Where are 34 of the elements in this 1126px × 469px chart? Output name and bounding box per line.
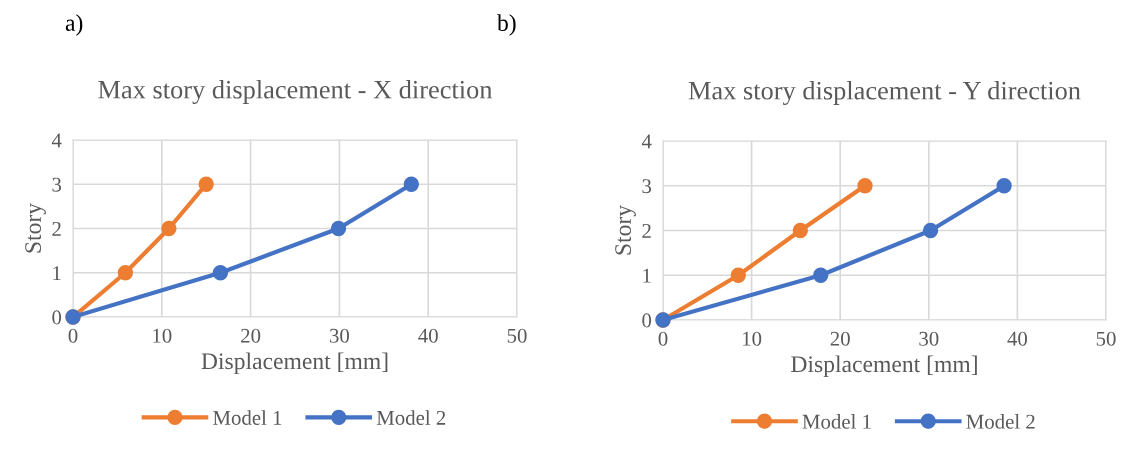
x-tick-label: 40 — [1007, 331, 1028, 346]
chart-title: Max story displacement - X direction — [98, 80, 493, 105]
x-tick-label: 30 — [329, 328, 350, 343]
y-tick-label: 1 — [53, 266, 61, 280]
y-tick-label: 1 — [643, 268, 651, 283]
legend-label: Model 1 — [802, 414, 871, 429]
text: a) — [65, 14, 83, 36]
x-tick-label: 10 — [153, 328, 172, 343]
y-tick-label: 0 — [642, 313, 652, 328]
legend-label: Model 2 — [376, 410, 446, 425]
x-tick-label: 20 — [830, 331, 850, 346]
y-tick-label: 3 — [52, 177, 62, 192]
x-tick-label: 30 — [919, 331, 939, 346]
x-tick-label: 0 — [68, 328, 78, 343]
y-tick-label: 2 — [52, 221, 61, 236]
y-tick-label: 4 — [51, 133, 62, 148]
x-tick-label: 50 — [507, 328, 527, 343]
chart-title: Max story displacement - Y direction — [688, 81, 1081, 106]
x-tick-label: 10 — [743, 331, 762, 346]
x-tick-label: 0 — [658, 331, 668, 346]
y-tick-label: 0 — [52, 310, 62, 325]
text: b) — [497, 14, 516, 36]
x-tick-label: 50 — [1096, 331, 1116, 346]
legend-label: Model 2 — [966, 414, 1035, 429]
y-axis-title: Story — [615, 205, 636, 255]
y-axis-title: Story — [25, 203, 46, 253]
x-axis-title: Displacement [mm] — [201, 352, 388, 374]
legend-label: Model 1 — [213, 410, 282, 425]
x-tick-label: 40 — [418, 328, 438, 343]
y-tick-label: 2 — [642, 223, 651, 238]
y-tick-label: 4 — [641, 134, 652, 149]
x-axis-title: Displacement [mm] — [791, 355, 977, 377]
y-tick-label: 3 — [642, 179, 652, 194]
x-tick-label: 20 — [241, 328, 261, 343]
